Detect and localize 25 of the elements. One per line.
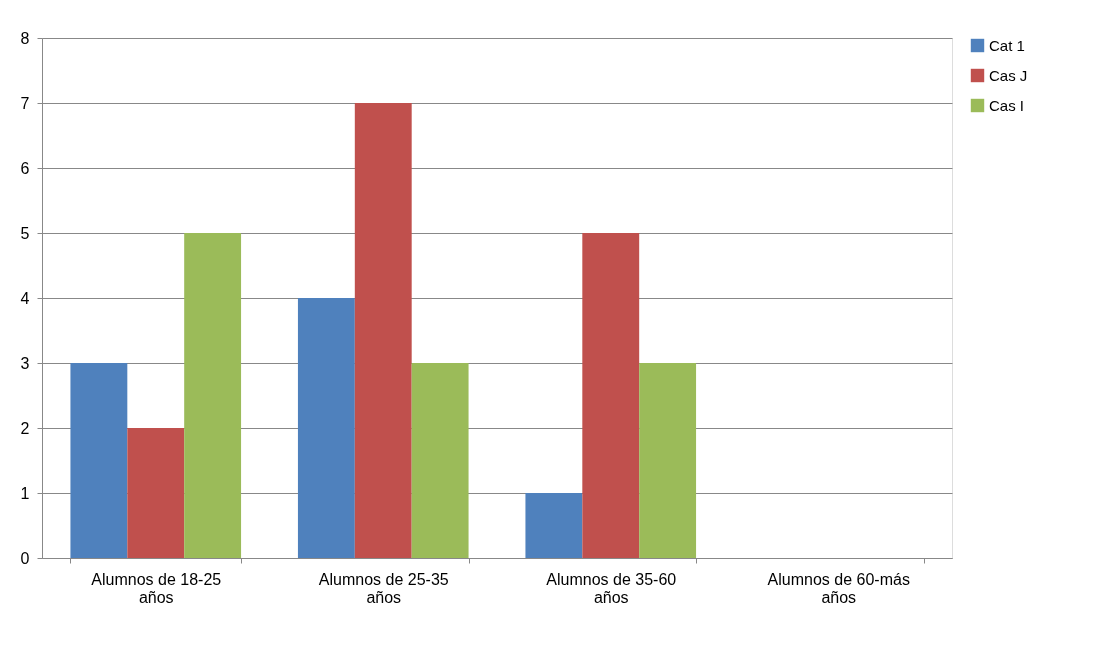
y-tick-label: 5 (20, 224, 30, 242)
y-tick-label: 4 (20, 289, 30, 307)
y-tick-label: 3 (20, 354, 30, 372)
bar (354, 103, 412, 558)
x-tick-label: Alumnos de 35-60 años (546, 570, 677, 606)
bar (582, 233, 640, 558)
bar (184, 233, 242, 558)
x-tick-label: Alumnos de 60-más años (767, 570, 910, 606)
y-tick-label: 8 (20, 29, 30, 47)
bar (297, 298, 355, 558)
bar (70, 363, 128, 558)
legend-label: Cas I (989, 96, 1025, 114)
y-tick-label: 7 (20, 94, 30, 112)
legend-label: Cat 1 (989, 36, 1025, 54)
y-tick-label: 2 (20, 419, 30, 437)
x-tick-label: Alumnos de 25-35 años (318, 570, 449, 606)
x-tick-label: Alumnos de 18-25 años (91, 570, 222, 606)
bar (525, 493, 583, 558)
y-tick-label: 6 (20, 159, 30, 177)
y-tick-label: 0 (20, 549, 30, 567)
bar (127, 428, 185, 558)
y-tick-label: 1 (20, 484, 30, 502)
bar (411, 363, 469, 558)
legend-label: Cas J (989, 66, 1028, 84)
bar (639, 363, 697, 558)
